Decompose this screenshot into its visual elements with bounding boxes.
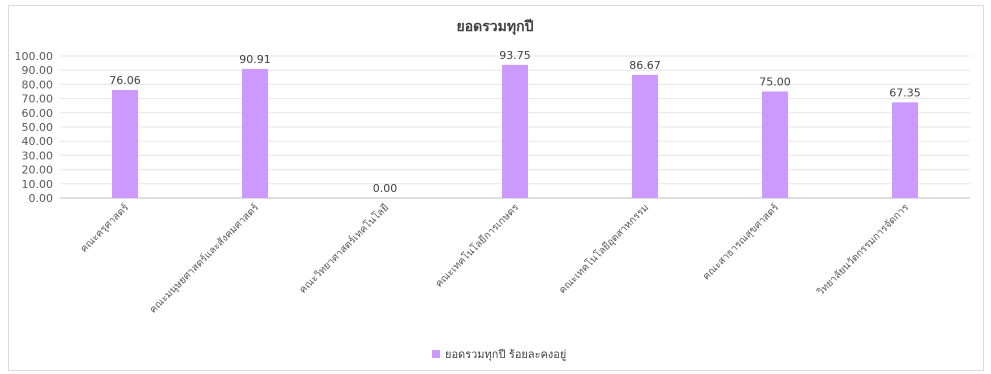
data-label: 90.91 bbox=[239, 53, 271, 66]
bar bbox=[632, 74, 658, 198]
y-tick-label: 80.00 bbox=[22, 78, 54, 91]
y-tick-label: 90.00 bbox=[22, 64, 54, 77]
data-label: 86.67 bbox=[629, 59, 661, 72]
chart-frame bbox=[8, 5, 984, 371]
y-tick-label: 60.00 bbox=[22, 107, 54, 120]
bar bbox=[892, 102, 918, 198]
category-label: คณะวิทยาศาสตร์เทคโนโลยี bbox=[296, 201, 391, 296]
category-label: คณะเทคโนโลยีการเกษตร bbox=[432, 200, 521, 289]
y-tick-label: 20.00 bbox=[22, 164, 54, 177]
y-tick-label: 0.00 bbox=[29, 192, 54, 205]
legend-entry: ยอดรวมทุกปี ร้อยละคงอยู่ bbox=[445, 348, 566, 361]
bar bbox=[502, 64, 528, 198]
chart-title: ยอดรวมทุกปี bbox=[457, 19, 534, 35]
category-label: วิทยาลัยนวัตกรรมการจัดการ bbox=[815, 202, 911, 298]
data-label: 76.06 bbox=[109, 74, 141, 87]
bar bbox=[762, 91, 788, 198]
y-tick-label: 50.00 bbox=[22, 121, 54, 134]
y-tick-label: 70.00 bbox=[22, 93, 54, 106]
y-tick-label: 40.00 bbox=[22, 135, 54, 148]
data-label: 75.00 bbox=[759, 76, 791, 89]
category-label: คณะครุศาสตร์ bbox=[78, 201, 132, 255]
category-label: คณะมนุษยศาสตร์และสังคมศาสตร์ bbox=[147, 201, 261, 315]
y-tick-label: 100.00 bbox=[15, 50, 54, 63]
category-label: คณะสาธารณสุขศาสตร์ bbox=[700, 201, 781, 282]
y-tick-label: 30.00 bbox=[22, 149, 54, 162]
legend-swatch bbox=[432, 350, 440, 358]
data-label: 67.35 bbox=[889, 86, 921, 99]
category-label: คณะเทคโนโลยีอุตสาหกรรม bbox=[556, 201, 651, 296]
bar bbox=[242, 68, 268, 198]
data-label: 0.00 bbox=[373, 182, 398, 195]
y-tick-label: 10.00 bbox=[22, 178, 54, 191]
data-label: 93.75 bbox=[499, 49, 531, 62]
bar bbox=[112, 89, 138, 198]
